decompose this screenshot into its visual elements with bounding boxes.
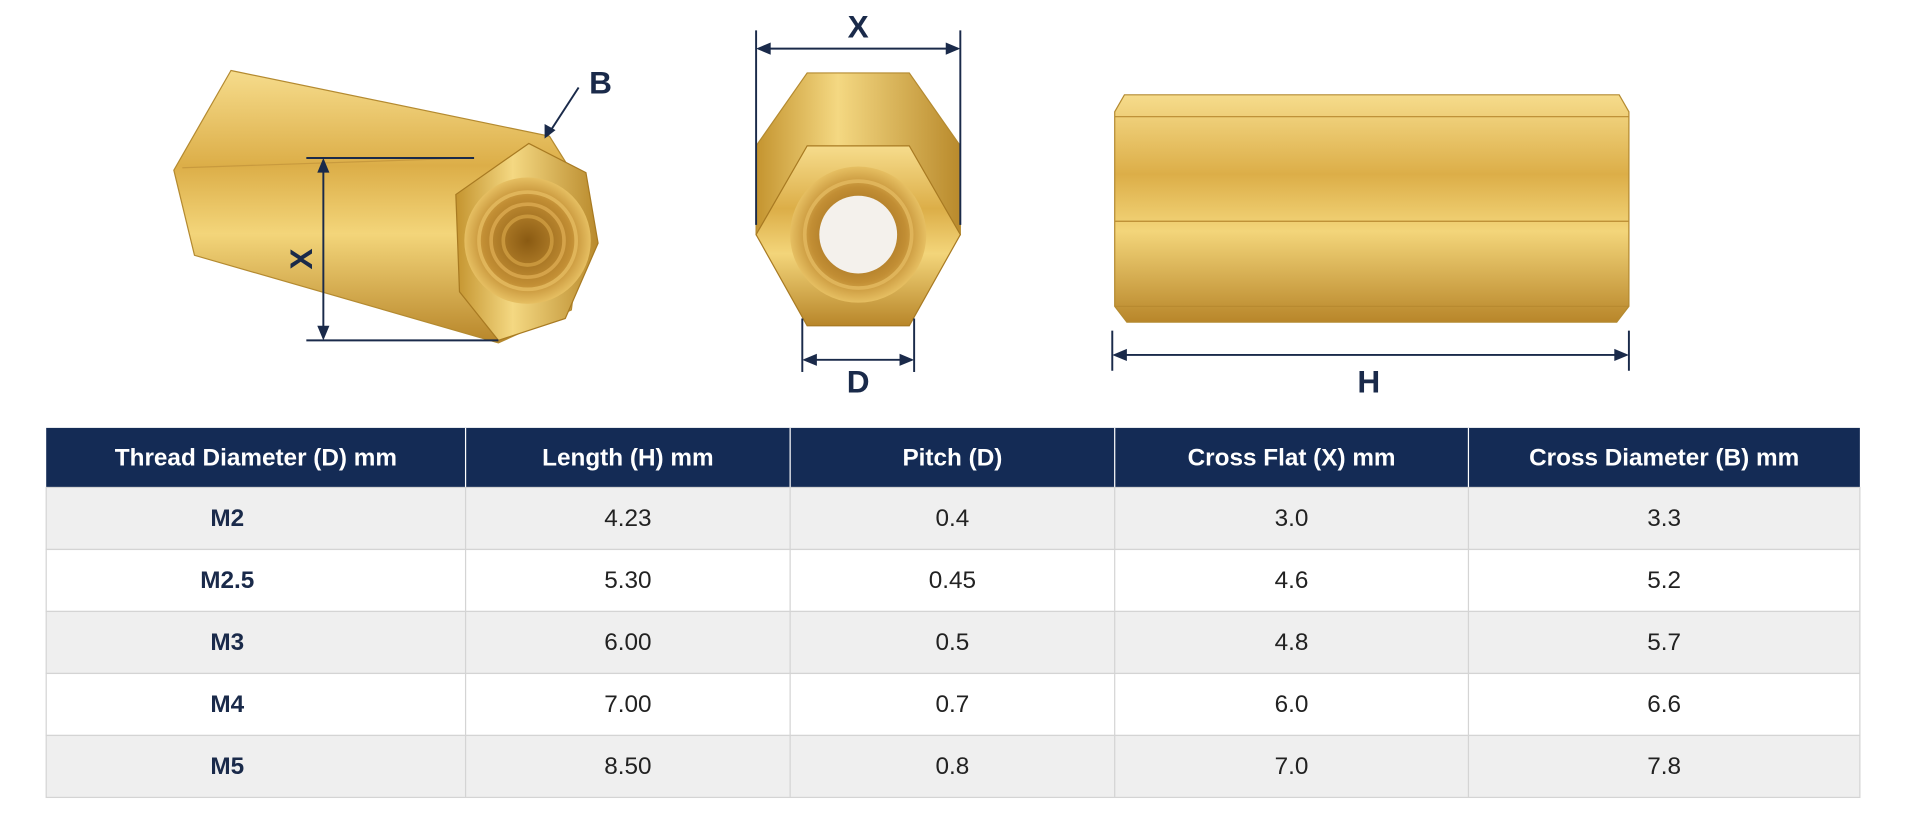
value-cell: 5.2	[1647, 567, 1681, 594]
header-cell: Pitch (D)	[902, 444, 1002, 471]
value-cell: 4.8	[1275, 629, 1309, 656]
value-cell: 0.45	[929, 567, 976, 594]
size-cell: M4	[210, 691, 244, 718]
value-cell: 6.0	[1275, 691, 1309, 718]
coupler-front	[755, 30, 962, 372]
label-h: H	[1357, 363, 1380, 399]
table-row	[45, 486, 1861, 551]
label-d: D	[847, 363, 870, 399]
value-cell: 0.7	[936, 691, 970, 718]
value-cell: 8.50	[604, 753, 651, 780]
table-header	[46, 427, 1860, 488]
value-cell: 5.30	[604, 567, 651, 594]
value-cell: 7.0	[1275, 753, 1309, 780]
table-row	[45, 734, 1861, 799]
table-row	[45, 610, 1861, 675]
value-cell: 0.5	[936, 629, 970, 656]
value-cell: 6.6	[1647, 691, 1681, 718]
value-cell: 3.3	[1647, 505, 1681, 532]
size-cell: M5	[210, 753, 244, 780]
spec-table: Thread Diameter (D) mm Length (H) mm Pitch…	[45, 427, 1861, 799]
value-cell: 0.4	[936, 505, 970, 532]
size-cell: M3	[210, 629, 244, 656]
header-cell: Thread Diameter (D) mm	[115, 444, 397, 471]
coupler-side	[1111, 94, 1630, 371]
coupler-angled	[173, 69, 599, 344]
table-row	[45, 548, 1861, 613]
label-x-front: X	[848, 9, 869, 45]
label-b: B	[589, 64, 612, 100]
table-row	[45, 672, 1861, 737]
value-cell: 0.8	[936, 753, 970, 780]
diagram: B X X D H Thread Diameter (D) mm Length (…	[45, 9, 1861, 799]
value-cell: 4.6	[1275, 567, 1309, 594]
value-cell: 7.8	[1647, 753, 1681, 780]
value-cell: 5.7	[1647, 629, 1681, 656]
value-cell: 3.0	[1275, 505, 1309, 532]
value-cell: 7.00	[604, 691, 651, 718]
header-cell: Cross Diameter (B) mm	[1529, 444, 1799, 471]
header-cell: Length (H) mm	[542, 444, 713, 471]
value-cell: 4.23	[604, 505, 651, 532]
value-cell: 6.00	[604, 629, 651, 656]
size-cell: M2	[210, 505, 244, 532]
size-cell: M2.5	[200, 567, 254, 594]
label-x: X	[283, 248, 319, 269]
header-cell: Cross Flat (X) mm	[1188, 444, 1396, 471]
